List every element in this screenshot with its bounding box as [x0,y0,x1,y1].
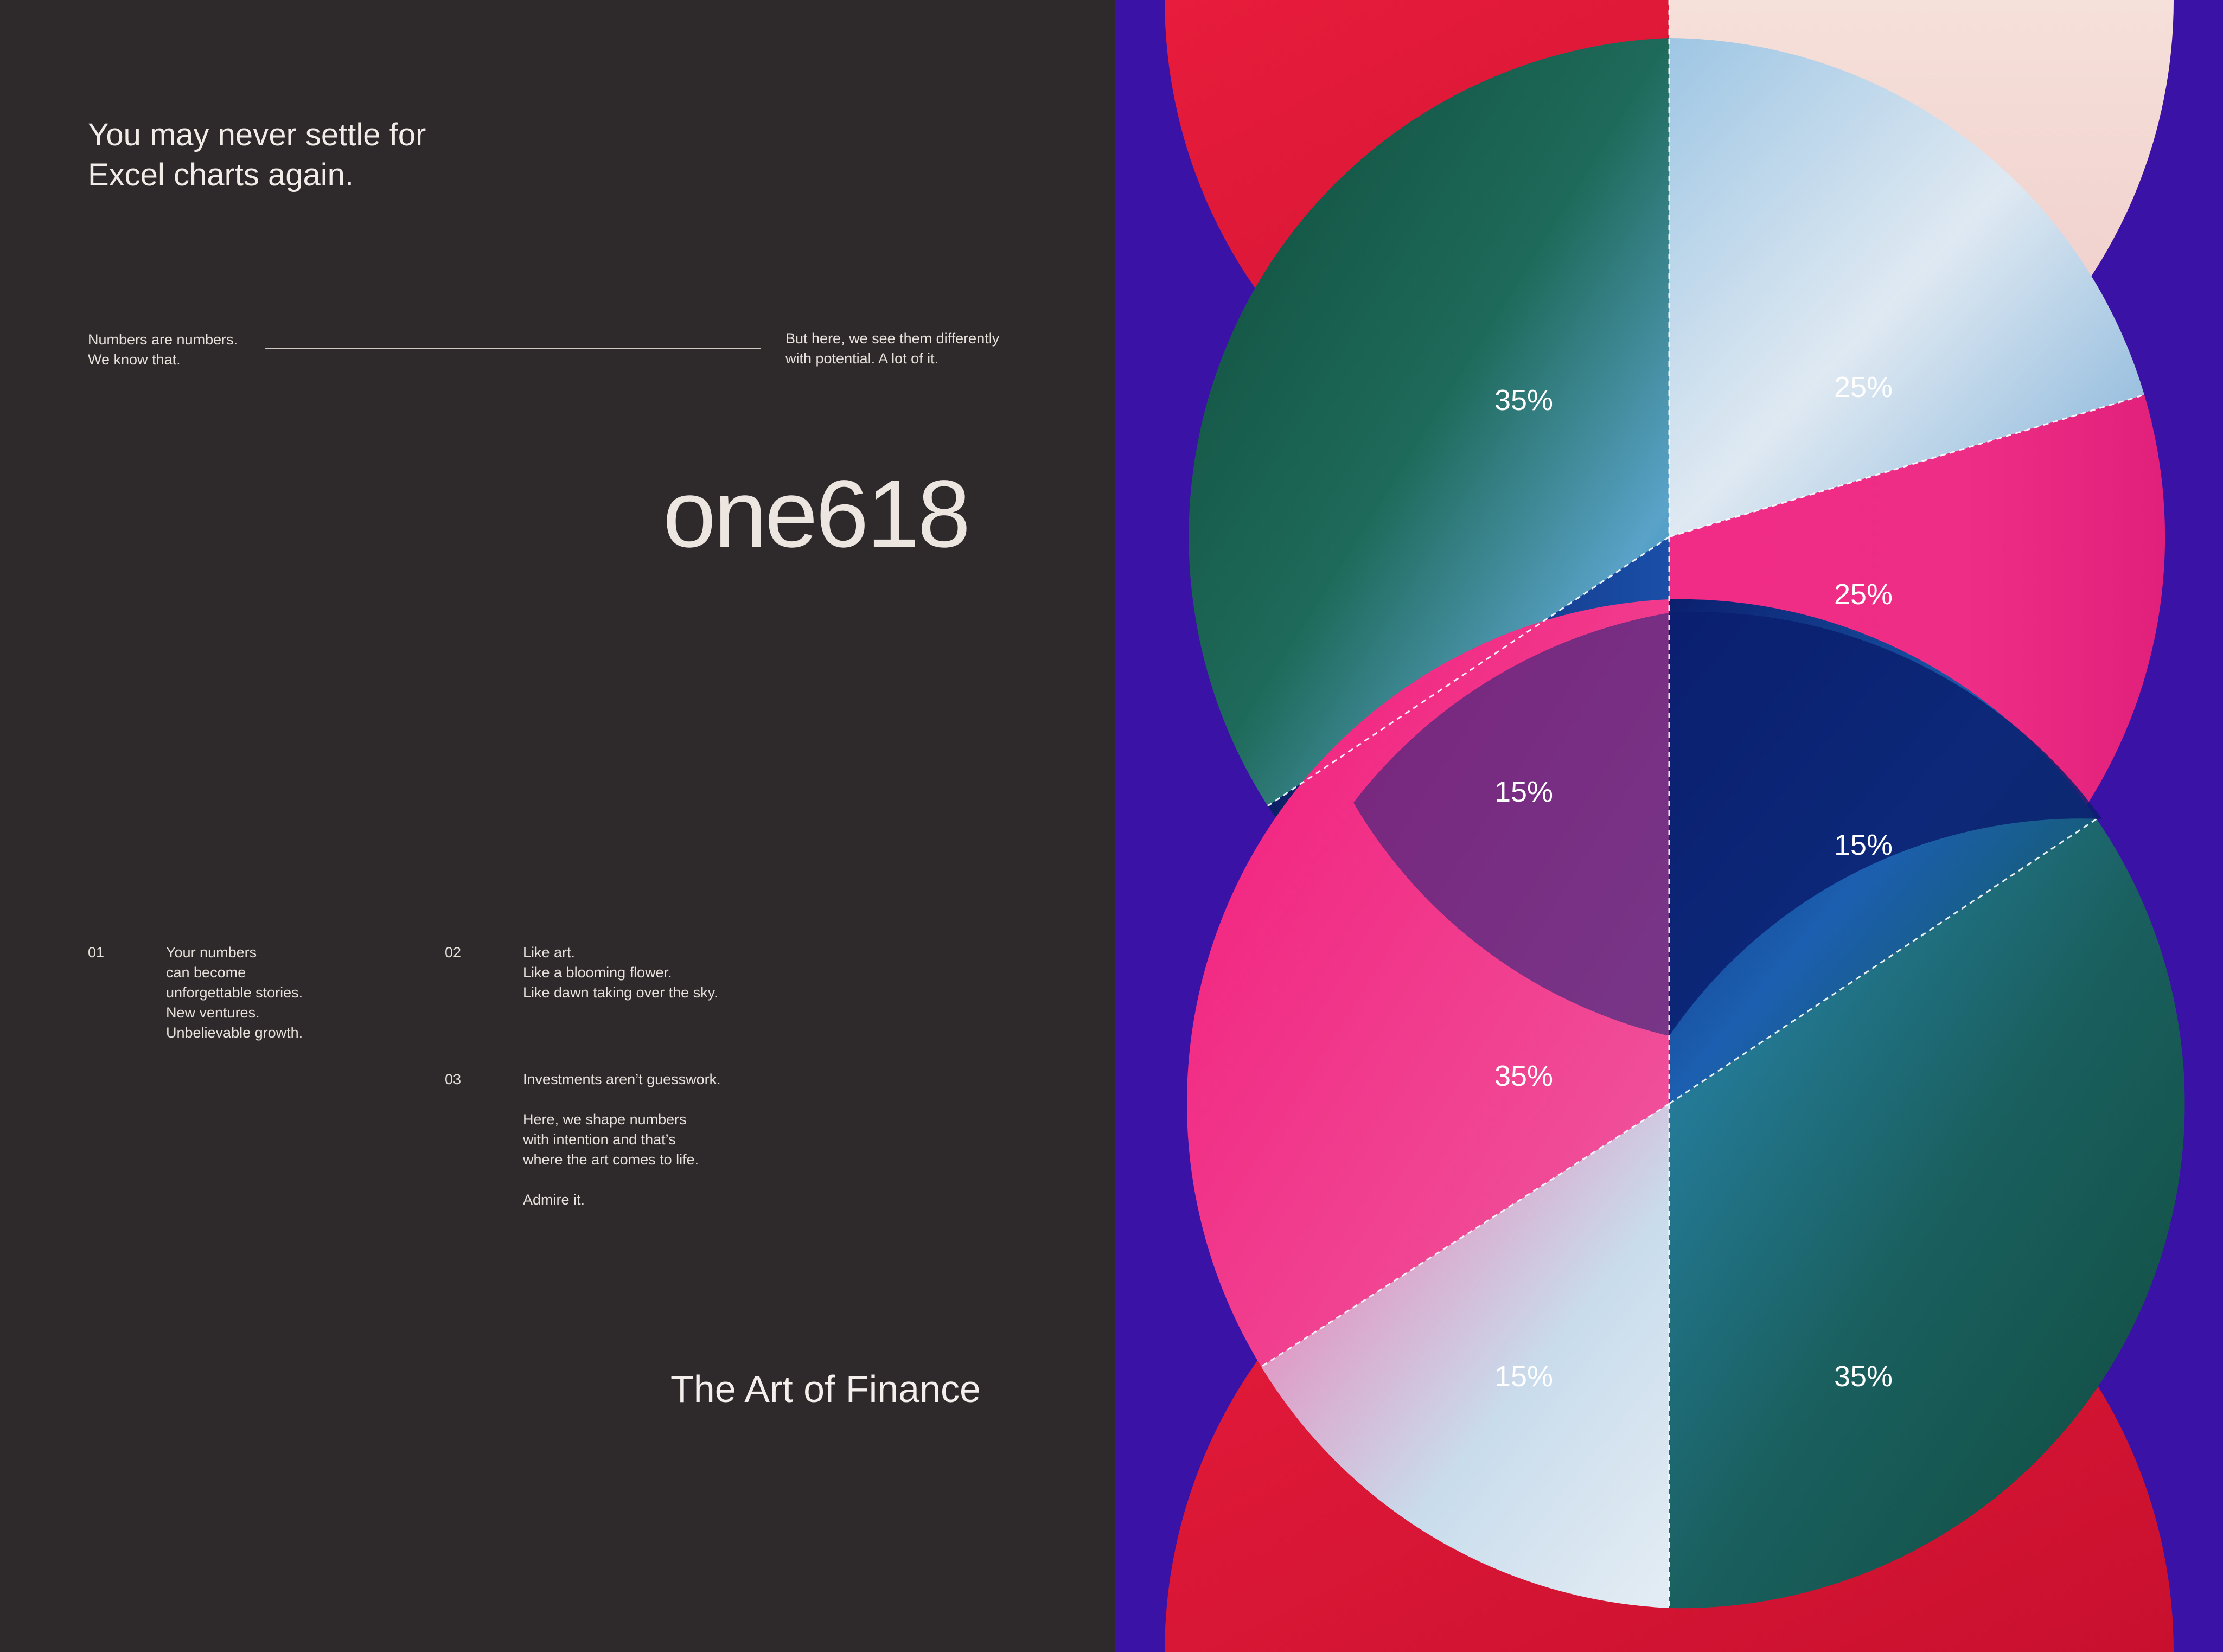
overlap-shadow [1669,612,2102,1036]
point-03-line: where the art comes to life. [523,1151,699,1168]
point-02-line: Like a blooming flower. [523,964,672,981]
lower-right-lower-slice [1669,819,2185,1609]
upper-right-dashed-line [1669,394,2145,538]
intro-right-line-2: with potential. A lot of it. [785,350,939,367]
lower-left-lower-slice [1261,1104,1669,1608]
intro-left-line-1: Numbers are numbers. [88,331,238,348]
intro-right-line-1: But here, we see them differently [785,330,1000,347]
intro-divider [265,348,761,349]
intro-right-text: But here, we see them differently with p… [785,329,999,369]
upper-right-upper-slice [1669,38,2144,537]
label-lower-left-lower: 15% [1494,1360,1553,1393]
label-lower-right-upper: 15% [1834,829,1893,861]
intro-left-text: Numbers are numbers. We know that. [88,330,238,370]
lower-right-dashed-line [1669,818,2097,1105]
headline-line-1: You may never settle for [88,117,426,152]
point-number-02: 02 [445,944,462,961]
brand-logo: one618 [663,461,970,567]
upper-left-upper-slice [1189,38,1669,806]
label-lower-left-upper: 35% [1494,1060,1553,1092]
point-number-01: 01 [88,944,105,961]
label-upper-left-lower: 15% [1494,776,1553,808]
point-number-03: 03 [445,1071,462,1087]
point-text-01: Your numbers can become unforgettable st… [166,943,303,1043]
point-03-line: Here, we shape numbers [523,1111,687,1128]
point-03-line: with intention and that’s [523,1131,676,1148]
point-02-line: Like art. [523,944,576,961]
left-panel: You may never settle for Excel charts ag… [88,115,1000,1410]
point-01-line: Unbelievable growth. [166,1025,303,1041]
point-03-line: Investments aren’t guesswork. [523,1071,721,1087]
headline: You may never settle for Excel charts ag… [88,115,576,195]
point-text-03: Investments aren’t guesswork. Here, we s… [523,1070,721,1210]
label-upper-right-upper: 25% [1834,371,1893,404]
point-03-line [523,1090,721,1110]
label-upper-left-upper: 35% [1494,384,1553,417]
point-text-02: Like art. Like a blooming flower. Like d… [523,943,718,1003]
point-01-line: Your numbers [166,944,257,961]
lower-left-dashed-line [1261,1103,1670,1368]
artwork-illustration: 35% 25% 25% 15% 15% 35% 15% 35% [1115,0,2223,1652]
tagline: The Art of Finance [670,1368,981,1410]
point-01-line: New ventures. [166,1004,260,1021]
point-03-line: Admire it. [523,1192,585,1208]
artwork-panel: 35% 25% 25% 15% 15% 35% 15% 35% [1115,0,2223,1652]
point-01-line: unforgettable stories. [166,984,303,1001]
point-01-line: can become [166,964,246,981]
point-02-line: Like dawn taking over the sky. [523,984,718,1001]
overlap-shadow-left [1353,613,1669,1036]
label-upper-right-lower: 25% [1834,578,1893,611]
label-lower-right-lower: 35% [1834,1360,1893,1393]
headline-line-2: Excel charts again. [88,157,354,193]
intro-left-line-2: We know that. [88,351,181,368]
point-03-line [523,1170,721,1190]
upper-left-dashed-line [1267,536,1670,807]
